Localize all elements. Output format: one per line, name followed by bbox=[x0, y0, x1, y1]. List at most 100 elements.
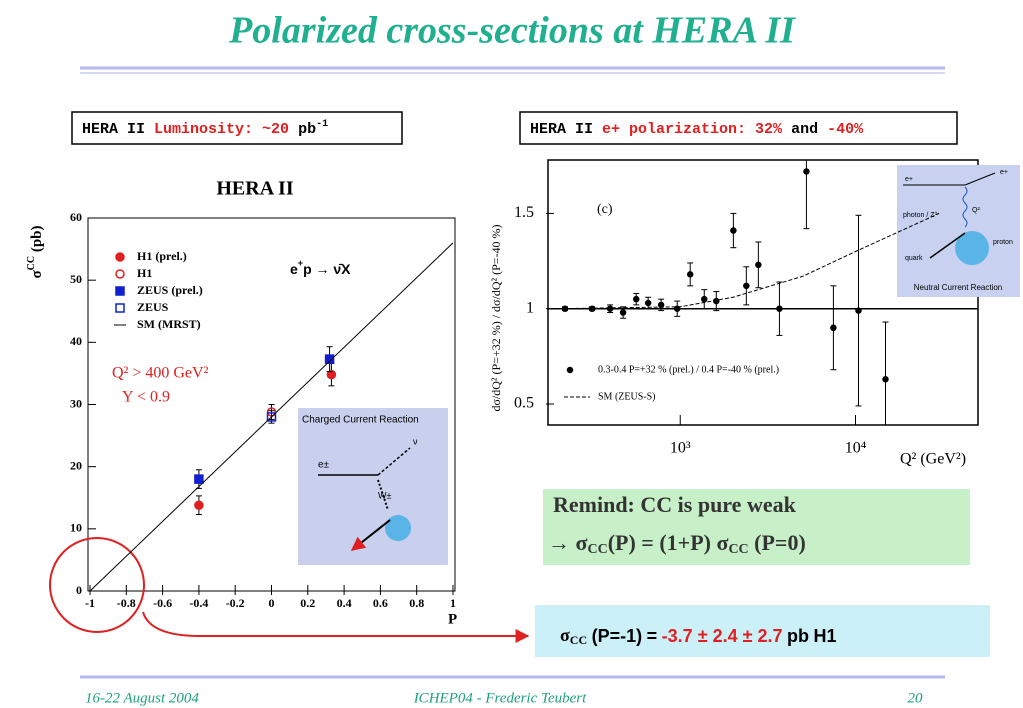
marker bbox=[194, 500, 204, 510]
x-tick-label: 0.6 bbox=[373, 596, 388, 610]
diagram-line bbox=[377, 479, 389, 511]
cut: Y < 0.9 bbox=[122, 389, 170, 406]
x-tick-label: 0.2 bbox=[300, 596, 315, 610]
remind-box bbox=[543, 489, 970, 565]
inset-label: e± bbox=[318, 460, 330, 471]
polarization-box bbox=[519, 111, 958, 145]
diagram-line bbox=[964, 172, 996, 186]
y-tick-label: 60 bbox=[70, 210, 82, 224]
reaction: e+p → ν̄X bbox=[290, 258, 351, 276]
legend-symbol bbox=[115, 286, 125, 296]
legend-label: ZEUS (prel.) bbox=[137, 283, 203, 297]
cut: Q² > 400 GeV² bbox=[112, 365, 209, 382]
legend-label: SM (ZEUS-S) bbox=[598, 391, 656, 402]
inset-label: Q² bbox=[972, 207, 980, 214]
marker bbox=[266, 412, 277, 422]
legend-label: SM (MRST) bbox=[137, 317, 201, 331]
y-axis-label: dσ/dQ² (P=+32 %) / dσ/dQ² (P=-40 %) bbox=[489, 224, 503, 411]
footer-conference: ICHEP04 - Frederic Teubert bbox=[413, 690, 587, 706]
y-tick-label: 40 bbox=[70, 334, 82, 348]
highlight-circle bbox=[49, 537, 145, 633]
y-tick-label: 1 bbox=[526, 299, 534, 316]
x-tick-label: 0 bbox=[269, 596, 275, 610]
diagram-line bbox=[929, 232, 966, 259]
model-line bbox=[557, 212, 940, 310]
y-tick-label: 10 bbox=[70, 521, 82, 535]
diagram-line bbox=[350, 519, 391, 551]
x-tick-label: -0.4 bbox=[189, 596, 208, 610]
marker bbox=[606, 305, 614, 312]
legend-symbol bbox=[115, 303, 125, 313]
remind-text: Remind: CC is pure weak bbox=[553, 492, 797, 517]
y-tick-label: 50 bbox=[70, 272, 82, 286]
x-tick-label: 0.8 bbox=[409, 596, 424, 610]
legend-label: H1 (prel.) bbox=[137, 249, 187, 263]
x-tick-label: 10⁴ bbox=[845, 440, 867, 457]
proton bbox=[385, 515, 411, 541]
remind-formula: → σCC(P) = (1+P) σCC (P=0) bbox=[548, 530, 806, 557]
slide-title: Polarized cross-sections at HERA II bbox=[228, 10, 796, 52]
marker bbox=[776, 305, 783, 312]
inset-label: ν bbox=[413, 436, 418, 446]
marker bbox=[855, 307, 862, 314]
footer-date: 16-22 August 2004 bbox=[85, 690, 199, 706]
x-tick-label: -0.2 bbox=[226, 596, 245, 610]
diagram-line bbox=[962, 186, 968, 228]
inset-label: proton bbox=[993, 239, 1013, 246]
marker bbox=[755, 261, 762, 269]
marker bbox=[194, 474, 204, 484]
legend-label: ZEUS bbox=[137, 300, 169, 314]
marker bbox=[701, 295, 708, 303]
inset-label: e+ bbox=[1000, 169, 1008, 176]
model-line bbox=[89, 242, 454, 592]
inset-label: e+ bbox=[905, 176, 913, 183]
y-tick-label: 1.5 bbox=[514, 204, 534, 221]
marker bbox=[644, 299, 652, 307]
inset bbox=[298, 408, 448, 565]
marker bbox=[632, 295, 640, 303]
polarization-text: HERA II e+ polarization: 32% and -40% bbox=[530, 121, 864, 138]
marker bbox=[326, 369, 337, 380]
marker bbox=[686, 271, 694, 278]
y-tick-label: 30 bbox=[70, 396, 82, 410]
legend-label: H1 bbox=[137, 266, 152, 280]
y-tick-label: 0 bbox=[76, 583, 82, 597]
x-axis-label: Q² (GeV²) bbox=[900, 451, 966, 468]
result-box bbox=[535, 605, 990, 657]
legend-label: 0.3-0.4 P=+32 % (prel.) / 0.4 P=-40 % (p… bbox=[598, 364, 779, 375]
x-tick-label: -0.6 bbox=[153, 596, 172, 610]
marker bbox=[588, 305, 596, 312]
diagram-line bbox=[377, 447, 411, 476]
plot-layer bbox=[548, 160, 978, 425]
x-tick-label: 10³ bbox=[670, 440, 691, 457]
inset bbox=[897, 165, 1020, 297]
marker bbox=[882, 375, 889, 383]
y-tick-label: 0.5 bbox=[514, 395, 534, 412]
luminosity-text: HERA II Luminosity: ~20 pb-1 bbox=[82, 119, 328, 138]
x-tick-label: 0.4 bbox=[337, 596, 352, 610]
y-tick-label: 20 bbox=[70, 458, 82, 472]
legend-symbol bbox=[566, 366, 574, 374]
inset-title: Charged Current Reaction bbox=[302, 415, 419, 426]
result-text: σCC (P=-1) = -3.7 ± 2.4 ± 2.7 pb H1 bbox=[560, 625, 837, 647]
footer-page: 20 bbox=[908, 690, 924, 706]
x-axis-label: P bbox=[448, 611, 457, 627]
marker bbox=[803, 168, 810, 175]
marker bbox=[324, 354, 335, 364]
marker bbox=[730, 227, 737, 234]
legend-symbol bbox=[115, 252, 125, 262]
inset-title: Neutral Current Reaction bbox=[914, 283, 1002, 292]
legend-symbol bbox=[115, 269, 125, 279]
y-axis-label: σCC (pb) bbox=[26, 225, 45, 278]
inset-label: photon / Z⁰ bbox=[903, 211, 938, 219]
marker bbox=[743, 282, 750, 290]
panel-label: (c) bbox=[597, 202, 613, 217]
marker bbox=[673, 305, 681, 312]
x-tick-label: 1 bbox=[450, 596, 456, 610]
marker bbox=[830, 324, 837, 332]
luminosity-box bbox=[71, 111, 403, 145]
chart-title: HERA II bbox=[216, 178, 293, 200]
proton bbox=[955, 231, 989, 265]
x-tick-label: -0.8 bbox=[117, 596, 136, 610]
